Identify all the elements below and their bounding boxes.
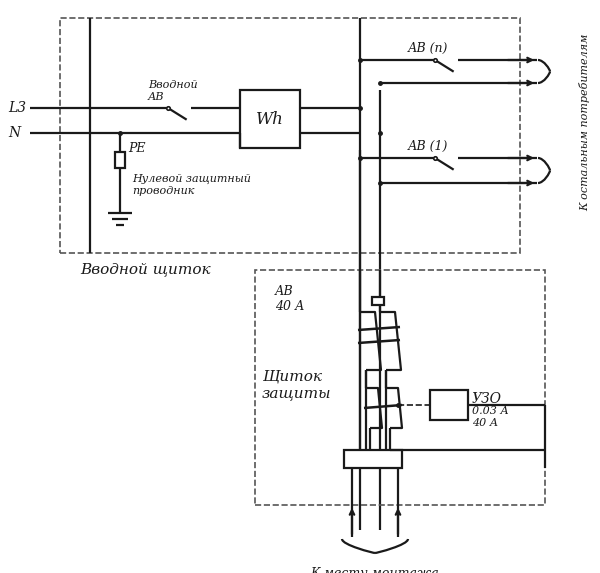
Text: PE: PE <box>128 142 146 155</box>
Bar <box>240 90 300 148</box>
Text: Wh: Wh <box>256 111 284 128</box>
Bar <box>60 18 520 253</box>
Bar <box>430 390 468 420</box>
Text: К остальным потребителям: К остальным потребителям <box>580 33 590 211</box>
Text: L3: L3 <box>8 101 26 115</box>
Text: Вводной
АВ: Вводной АВ <box>148 80 197 101</box>
Text: Нулевой защитный
проводник: Нулевой защитный проводник <box>132 174 251 196</box>
Bar <box>344 450 402 468</box>
Bar <box>115 152 125 168</box>
Text: Щиток
защиты: Щиток защиты <box>262 370 331 400</box>
Bar <box>255 270 545 505</box>
Text: АВ
40 А: АВ 40 А <box>275 285 305 313</box>
Text: 0.03 А
40 А: 0.03 А 40 А <box>472 406 509 427</box>
Text: АВ (n): АВ (n) <box>408 42 448 55</box>
Text: УЗО: УЗО <box>472 392 502 406</box>
Text: АВ (1): АВ (1) <box>408 140 448 153</box>
Text: N: N <box>8 126 20 140</box>
Bar <box>372 297 384 305</box>
Text: К месту монтажа: К месту монтажа <box>311 567 439 573</box>
Text: Вводной щиток: Вводной щиток <box>80 262 211 276</box>
